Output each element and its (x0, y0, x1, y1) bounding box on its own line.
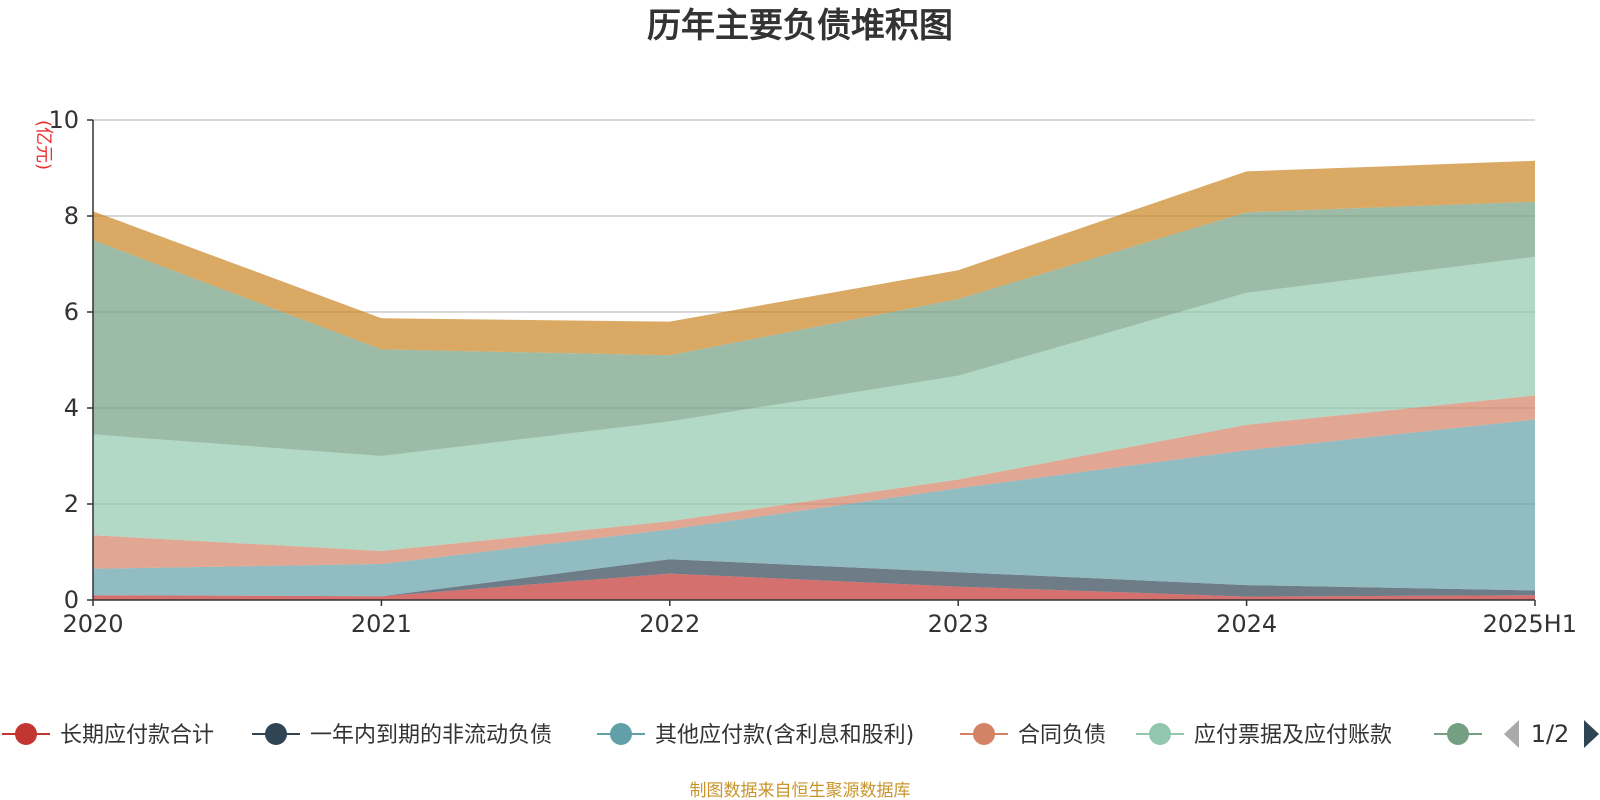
legend-marker (1149, 723, 1171, 745)
y-tick-label: 4 (64, 394, 79, 422)
legend-label: 长期应付款合计 (60, 723, 214, 748)
legend-page-indicator: 1/2 (1531, 720, 1570, 748)
x-tick-label: 2021 (351, 610, 412, 638)
legend-marker (265, 723, 287, 745)
legend-marker (973, 723, 995, 745)
area-series-1 (93, 573, 1535, 600)
y-tick-label: 0 (64, 586, 79, 614)
legend-label: 合同负债 (1018, 723, 1106, 748)
y-tick-label: 6 (64, 298, 79, 326)
source-note: 制图数据来自恒生聚源数据库 (690, 781, 911, 800)
y-tick-label: 2 (64, 490, 79, 518)
area-series-2 (93, 559, 1535, 597)
area-series-3 (93, 419, 1535, 597)
x-tick-label: 2025H1 (1483, 610, 1577, 638)
x-tick-label: 2023 (928, 610, 989, 638)
legend-item[interactable]: 应付票据及应付账款 (1136, 723, 1392, 748)
legend: 长期应付款合计 一年内到期的非流动负债 其他应付款(含利息和股利) 合同负债 应付票据及… (2, 720, 1599, 748)
area-series-4 (93, 395, 1535, 569)
legend-label: 一年内到期的非流动负债 (310, 723, 552, 748)
legend-label: 应付票据及应付账款 (1194, 723, 1392, 748)
legend-item[interactable]: 一年内到期的非流动负债 (252, 723, 552, 748)
legend-prev-icon[interactable] (1504, 720, 1519, 748)
y-axis-unit: (亿元) (33, 120, 54, 170)
x-tick-label: 2020 (62, 610, 123, 638)
legend-next-icon[interactable] (1584, 720, 1599, 748)
legend-item[interactable]: 其他应付款(含利息和股利) (597, 723, 914, 748)
x-tick-label: 2024 (1216, 610, 1277, 638)
legend-marker (1447, 723, 1469, 745)
y-tick-label: 10 (48, 106, 79, 134)
area-series-5 (93, 256, 1535, 551)
y-tick-label: 8 (64, 202, 79, 230)
legend-item[interactable]: 长期应付款合计 (2, 723, 214, 748)
area-series-7 (93, 160, 1535, 356)
axes: 0 2 4 6 8 10 2020 2021 2022 2023 2024 2025H1 (48, 106, 1577, 638)
x-tick-label: 2022 (639, 610, 700, 638)
legend-item[interactable] (1434, 723, 1482, 745)
legend-marker (610, 723, 632, 745)
legend-label: 其他应付款(含利息和股利) (655, 723, 914, 748)
chart-title: 历年主要负债堆积图 (647, 6, 953, 46)
legend-item[interactable]: 合同负债 (960, 723, 1106, 748)
area-series-group (93, 160, 1535, 600)
legend-marker (15, 723, 37, 745)
area-series-6 (93, 201, 1535, 456)
